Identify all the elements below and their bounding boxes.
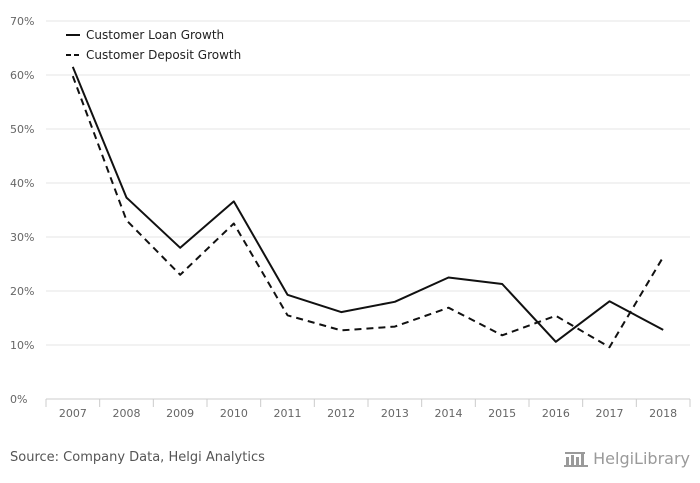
x-tick-label: 2015 [488,407,516,420]
legend-item: Customer Deposit Growth [66,48,241,62]
legend-label: Customer Loan Growth [86,28,224,42]
x-tick-label: 2018 [649,407,677,420]
y-tick-label: 0% [10,393,27,406]
series-line-deposit-growth [71,75,665,349]
series-lines [71,66,665,349]
x-tick-label: 2016 [542,407,570,420]
x-tick-label: 2011 [274,407,302,420]
x-tick-label: 2014 [435,407,463,420]
y-tick-label: 40% [10,177,34,190]
brand-logo: HelgiLibrary [563,448,690,468]
x-axis [45,398,691,407]
x-tick-label: 2013 [381,407,409,420]
gridlines [46,20,690,346]
x-tick-label: 2010 [220,407,248,420]
x-tick-label: 2008 [113,407,141,420]
y-tick-label: 70% [10,15,34,28]
legend-item: Customer Loan Growth [66,28,224,42]
x-tick-label: 2017 [596,407,624,420]
legend: Customer Loan Growth Customer Deposit Gro… [66,28,241,62]
brand-name: HelgiLibrary [593,448,690,468]
y-tick-label: 50% [10,123,34,136]
series-line-loan-growth [71,66,664,343]
y-tick-label: 60% [10,69,34,82]
y-tick-label: 10% [10,339,34,352]
legend-label: Customer Deposit Growth [86,48,241,62]
y-tick-label: 30% [10,231,34,244]
library-building-icon [564,452,589,467]
source-note: Source: Company Data, Helgi Analytics [10,450,265,465]
y-axis-labels: 0% 10% 20% 30% 40% 50% 60% 70% [10,15,34,406]
x-tick-label: 2007 [59,407,87,420]
x-tick-label: 2009 [166,407,194,420]
x-axis-labels: 2007 2008 2009 2010 2011 2012 2013 2014 2015 2016… [59,407,677,420]
y-tick-label: 20% [10,285,34,298]
x-tick-label: 2012 [327,407,355,420]
